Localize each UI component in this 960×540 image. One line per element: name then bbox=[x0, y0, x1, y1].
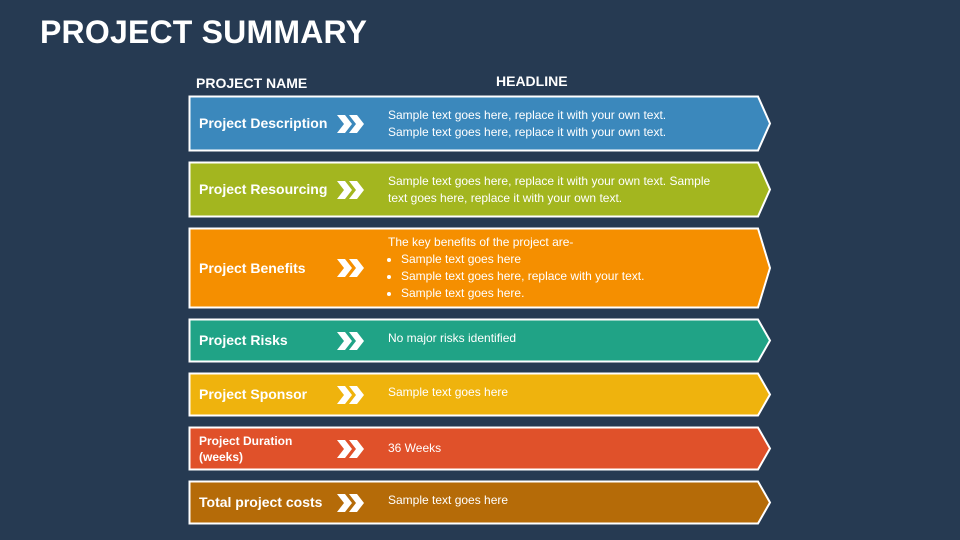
row-arrow-shape bbox=[188, 95, 772, 152]
headline-line: Sample text goes here, replace it with y… bbox=[388, 124, 667, 139]
summary-row-benefits: Project Benefits The key benefits of the… bbox=[188, 227, 772, 309]
headline-line: Sample text goes here bbox=[388, 385, 509, 399]
row-label: Project Sponsor bbox=[199, 386, 308, 402]
list-item: Sample text goes here, replace with your… bbox=[401, 268, 748, 285]
row-headline: No major risks identified bbox=[388, 318, 748, 363]
row-label: Project Resourcing bbox=[199, 181, 328, 197]
summary-row-risks: Project Risks No major risks identified bbox=[188, 318, 772, 363]
double-chevron-icon bbox=[337, 114, 364, 133]
double-chevron-icon bbox=[337, 259, 364, 277]
headline-line: text goes here, replace it with your own… bbox=[388, 190, 623, 205]
row-arrow-shape bbox=[188, 227, 772, 309]
row-headline: Sample text goes here, replace it with y… bbox=[388, 161, 748, 218]
headline-line: Sample text goes here, replace it with y… bbox=[388, 107, 667, 122]
double-chevron-icon bbox=[337, 493, 364, 512]
row-arrow-shape bbox=[188, 480, 772, 525]
summary-row-sponsor: Project Sponsor Sample text goes here bbox=[188, 372, 772, 417]
double-chevron-icon bbox=[337, 439, 364, 458]
double-chevron-icon bbox=[337, 331, 364, 350]
headline-line: Sample text goes here, replace it with y… bbox=[388, 173, 711, 188]
row-label: Project Benefits bbox=[199, 259, 306, 276]
row-headline: Sample text goes here bbox=[388, 372, 748, 417]
column-header-headline: HEADLINE bbox=[496, 73, 568, 89]
summary-row-duration: Project Duration (weeks) 36 Weeks bbox=[188, 426, 772, 471]
row-label: Project Risks bbox=[199, 332, 288, 348]
summary-row-costs: Total project costs Sample text goes her… bbox=[188, 480, 772, 525]
page-title: PROJECT SUMMARY bbox=[40, 14, 368, 50]
headline-intro: The key benefits of the project are- bbox=[388, 235, 574, 249]
row-headline: Sample text goes here, replace it with y… bbox=[388, 95, 748, 152]
summary-row-description: Project Description Sample text goes her… bbox=[188, 95, 772, 152]
row-arrow-shape bbox=[188, 426, 772, 471]
double-chevron-icon bbox=[337, 385, 364, 404]
row-arrow-shape bbox=[188, 161, 772, 218]
headline-line: No major risks identified bbox=[388, 331, 517, 345]
row-arrow-shape bbox=[188, 372, 772, 417]
headline-line: Sample text goes here bbox=[388, 493, 509, 507]
row-headline: The key benefits of the project are- Sam… bbox=[388, 227, 748, 309]
row-label: Project Description bbox=[199, 115, 328, 131]
row-arrow-shape bbox=[188, 318, 772, 363]
list-item: Sample text goes here. bbox=[401, 285, 748, 302]
headline-line: 36 Weeks bbox=[388, 441, 442, 455]
list-item: Sample text goes here bbox=[401, 251, 748, 268]
row-label: Project Duration (weeks) bbox=[199, 433, 293, 464]
row-label: Total project costs bbox=[199, 494, 323, 510]
double-chevron-icon bbox=[337, 180, 364, 199]
row-headline: Sample text goes here bbox=[388, 480, 748, 525]
row-headline: 36 Weeks bbox=[388, 426, 748, 471]
summary-row-resourcing: Project Resourcing Sample text goes here… bbox=[188, 161, 772, 218]
column-header-project-name: PROJECT NAME bbox=[196, 75, 308, 91]
benefits-list: Sample text goes here Sample text goes h… bbox=[388, 251, 748, 302]
